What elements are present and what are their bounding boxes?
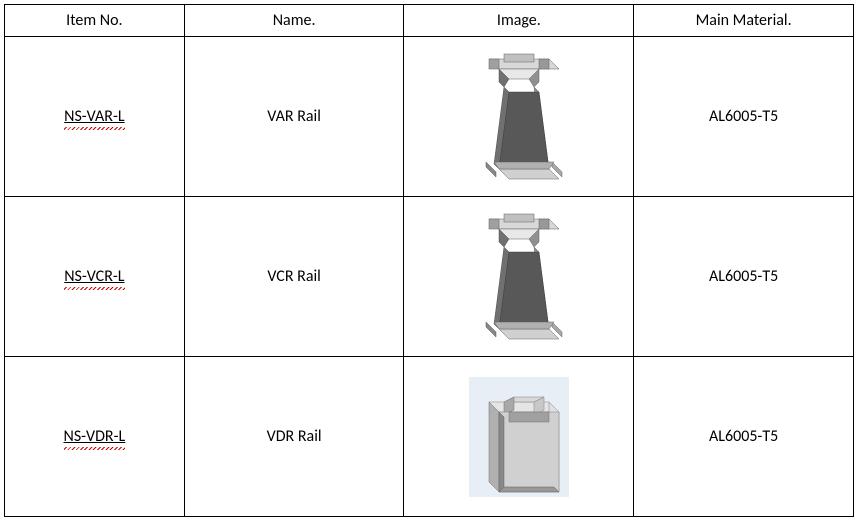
header-name: Name. bbox=[184, 5, 404, 37]
header-image: Image. bbox=[404, 5, 634, 37]
cell-material: AL6005-T5 bbox=[634, 357, 854, 517]
rail-tall-icon bbox=[464, 204, 574, 349]
item-no-text: NS-VCR-L bbox=[64, 267, 124, 286]
cell-item-no: NS-VCR-L bbox=[5, 197, 185, 357]
item-no-text: NS-VAR-L bbox=[64, 107, 124, 126]
cell-name: VCR Rail bbox=[184, 197, 404, 357]
cell-item-no: NS-VDR-L bbox=[5, 357, 185, 517]
cell-name: VDR Rail bbox=[184, 357, 404, 517]
product-table: Item No. Name. Image. Main Material. NS-… bbox=[4, 4, 854, 517]
cell-material: AL6005-T5 bbox=[634, 37, 854, 197]
table-header-row: Item No. Name. Image. Main Material. bbox=[5, 5, 854, 37]
table-row: NS-VCR-L VCR Rail bbox=[5, 197, 854, 357]
item-no-text: NS-VDR-L bbox=[64, 427, 126, 446]
cell-image bbox=[404, 357, 634, 517]
rail-block-icon bbox=[459, 367, 579, 507]
table-row: NS-VDR-L VDR Rail AL6005-T5 bbox=[5, 357, 854, 517]
cell-name: VAR Rail bbox=[184, 37, 404, 197]
rail-tall-icon bbox=[464, 44, 574, 189]
cell-item-no: NS-VAR-L bbox=[5, 37, 185, 197]
cell-image bbox=[404, 197, 634, 357]
header-item-no: Item No. bbox=[5, 5, 185, 37]
cell-image bbox=[404, 37, 634, 197]
header-material: Main Material. bbox=[634, 5, 854, 37]
table-row: NS-VAR-L VAR Rail bbox=[5, 37, 854, 197]
cell-material: AL6005-T5 bbox=[634, 197, 854, 357]
